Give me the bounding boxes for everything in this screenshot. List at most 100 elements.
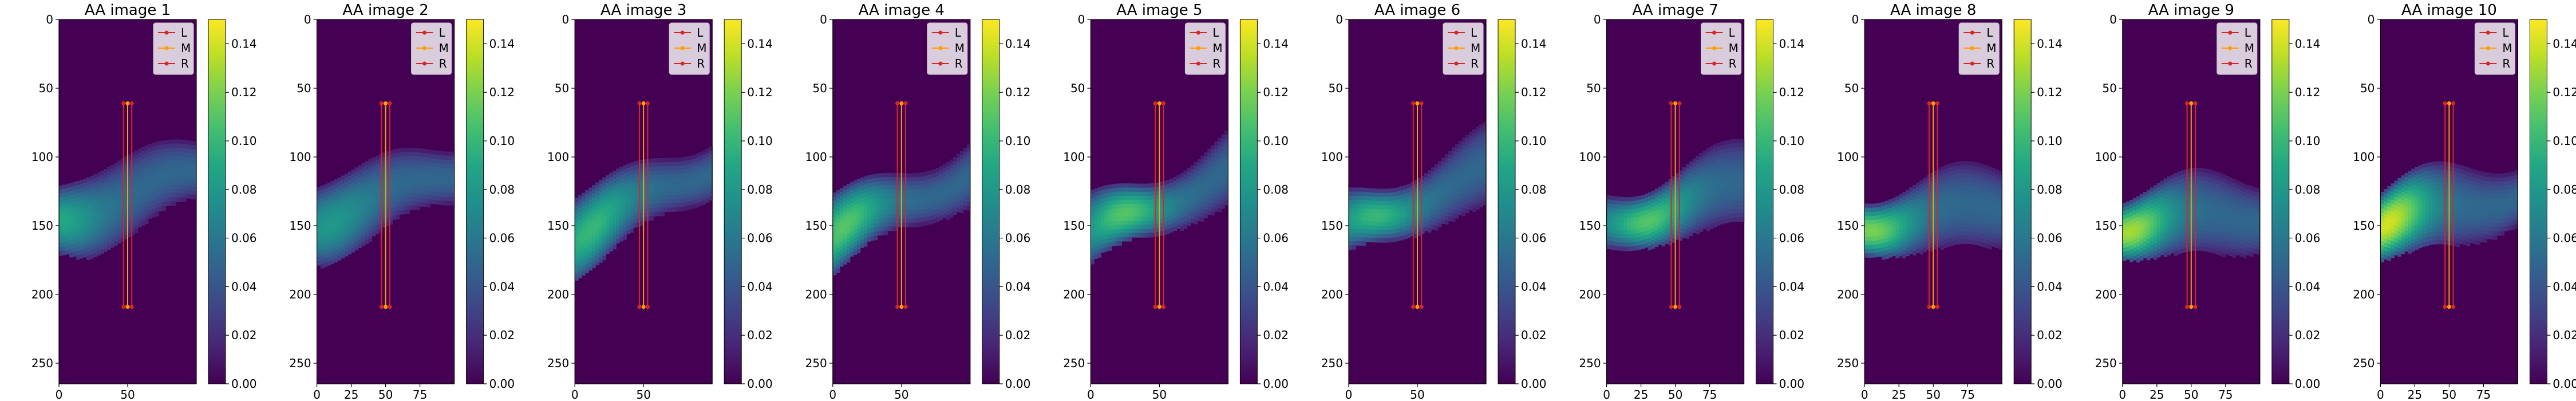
heatmap-cell: [1706, 194, 1710, 198]
heatmap-cell: [929, 199, 933, 204]
heatmap-cell: [626, 205, 630, 210]
heatmap-cell: [368, 163, 373, 168]
heatmap-cell: [1101, 211, 1105, 215]
heatmap-cell: [1435, 168, 1439, 173]
heatmap-cell: [674, 207, 678, 212]
heatmap-cell: [1190, 169, 1194, 174]
heatmap-cell: [62, 230, 66, 235]
heatmap-cell: [1479, 190, 1483, 195]
heatmap-cell: [1125, 237, 1129, 242]
heatmap-cell: [922, 205, 926, 210]
heatmap-cell: [843, 247, 847, 253]
heatmap-cell: [623, 186, 627, 191]
heatmap-cell: [1132, 191, 1136, 196]
heatmap-cell: [1173, 226, 1177, 231]
heatmap-cell: [1173, 185, 1177, 190]
heatmap-cell: [1641, 199, 1645, 204]
heatmap-cell: [413, 189, 417, 194]
heatmap-cell: [1383, 234, 1387, 239]
heatmap-cell: [1465, 134, 1469, 139]
heatmap-cell: [588, 216, 592, 221]
heatmap-cell: [1435, 164, 1439, 169]
colorbar-tick-label: 0.06: [489, 231, 515, 245]
heatmap-cell: [860, 202, 864, 207]
heatmap-cell: [1407, 192, 1411, 196]
colorbar-tick-label: 0.12: [1005, 85, 1031, 99]
heatmap-cell: [1692, 208, 1697, 213]
heatmap-cell: [1183, 207, 1187, 213]
heatmap-cell: [939, 170, 943, 175]
legend-label-M: M: [955, 41, 965, 55]
heatmap-cell: [121, 183, 125, 188]
y-tick-label: 50: [1586, 81, 1601, 95]
heatmap-cell: [856, 195, 861, 200]
heatmap-cell: [361, 163, 366, 168]
heatmap-cell: [870, 219, 875, 225]
heatmap-cell: [1101, 243, 1105, 249]
heatmap-cell: [891, 193, 895, 198]
heatmap-cell: [385, 221, 390, 226]
heatmap-cell: [152, 171, 156, 176]
heatmap-cell: [657, 179, 661, 183]
heatmap-cell: [1404, 189, 1408, 194]
heatmap-cell: [681, 161, 685, 166]
heatmap-cell: [1383, 226, 1387, 231]
heatmap-cell: [104, 214, 108, 219]
heatmap-cell: [1696, 196, 1700, 202]
heatmap-cell: [1097, 187, 1101, 192]
heatmap-cell: [1459, 165, 1463, 170]
y-tick-label: 200: [1063, 288, 1085, 301]
heatmap-cell: [1658, 190, 1662, 195]
heatmap-cell: [863, 180, 868, 185]
heatmap-cell: [1417, 207, 1421, 212]
heatmap-cell: [1362, 187, 1366, 192]
heatmap-cell: [661, 195, 665, 200]
heatmap-cell: [1878, 207, 1882, 211]
heatmap-cell: [327, 232, 331, 237]
heatmap-cell: [368, 171, 373, 176]
heatmap-cell: [1383, 196, 1387, 202]
heatmap-cell: [695, 199, 699, 204]
heatmap-cell: [444, 176, 448, 181]
heatmap-cell: [344, 243, 349, 249]
heatmap-cell: [1149, 191, 1153, 196]
heatmap-cell: [128, 191, 132, 196]
heatmap-cell: [406, 184, 410, 190]
heatmap-cell: [1421, 217, 1425, 222]
heatmap-cell: [681, 186, 685, 191]
heatmap-cell: [334, 249, 338, 254]
heatmap-cell: [69, 199, 73, 204]
heatmap-cell: [595, 182, 599, 187]
heatmap-cell: [1417, 203, 1421, 207]
heatmap-cell: [97, 176, 101, 182]
heatmap-cell: [1224, 180, 1228, 185]
heatmap-cell: [1383, 205, 1387, 210]
colorbar-tick-label: 0.08: [747, 183, 773, 196]
heatmap-cell: [832, 246, 837, 251]
heatmap-cell: [1864, 228, 1868, 233]
heatmap-cell: [97, 251, 101, 255]
heatmap-cell: [1200, 196, 1204, 202]
heatmap-cell: [1476, 184, 1480, 189]
heatmap-cell: [1166, 225, 1170, 230]
heatmap-cell: [426, 203, 431, 208]
heatmap-cell: [1221, 159, 1225, 164]
heatmap-cell: [1376, 217, 1380, 222]
heatmap-cell: [953, 177, 957, 182]
heatmap-cell: [1349, 216, 1353, 221]
heatmap-cell: [616, 181, 620, 186]
heatmap-cell: [643, 217, 647, 222]
colorbar-tick-label: 0.08: [1263, 183, 1289, 196]
heatmap-cell: [392, 199, 397, 204]
heatmap-cell: [1448, 192, 1452, 197]
heatmap-cell: [86, 202, 90, 207]
heatmap-cell: [378, 191, 383, 196]
heatmap-cell: [1476, 143, 1480, 148]
heatmap-cell: [654, 187, 658, 192]
heatmap-cell: [915, 189, 919, 194]
heatmap-cell: [121, 175, 125, 180]
heatmap-cell: [643, 200, 647, 205]
heatmap-cell: [117, 210, 121, 215]
heatmap-cell: [176, 197, 180, 202]
heatmap-cell: [416, 202, 421, 206]
